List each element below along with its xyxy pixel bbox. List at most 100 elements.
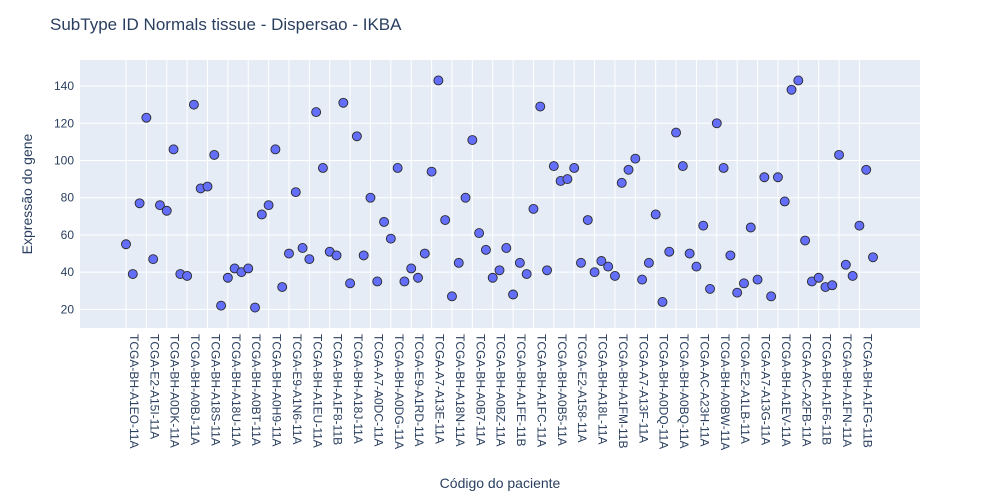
x-tick-label: TCGA-BH-A0H9-11A: [270, 334, 284, 446]
data-point: [345, 278, 356, 289]
data-points: [121, 75, 878, 313]
data-point: [603, 261, 614, 272]
data-point: [508, 289, 519, 300]
data-point: [358, 250, 369, 261]
x-axis-title: Código do paciente: [440, 475, 561, 491]
data-point: [277, 282, 288, 293]
data-point: [426, 166, 437, 177]
data-point: [759, 172, 770, 183]
x-tick-label: TCGA-BH-A0DK-11A: [168, 334, 182, 448]
data-point: [331, 250, 342, 261]
y-tick-label: 60: [61, 228, 75, 242]
data-point: [487, 272, 498, 283]
data-point: [256, 209, 267, 220]
data-point: [474, 228, 485, 239]
data-point: [385, 233, 396, 244]
data-point: [868, 252, 878, 263]
data-point: [514, 257, 525, 268]
y-tick-label: 120: [54, 116, 74, 130]
data-point: [141, 112, 152, 123]
data-point: [501, 243, 512, 253]
x-tick-label: TCGA-BH-A18S-11A: [208, 334, 222, 446]
data-point: [250, 302, 260, 313]
x-tick-label: TCGA-BH-A1F8-11B: [331, 334, 345, 445]
data-point: [772, 172, 783, 183]
data-point: [834, 149, 844, 160]
data-point: [705, 283, 715, 294]
x-axis-ticks: TCGA-BH-A1EO-11A TCGA-E2-A15I-11A TCGA-BH-…: [127, 334, 874, 450]
x-tick-label: TCGA-A7-A13G-11A: [759, 334, 773, 445]
data-point: [284, 248, 294, 259]
x-tick-label: TCGA-BH-A0BQ-11A: [677, 334, 691, 448]
data-point: [304, 254, 315, 265]
x-tick-label: TCGA-BH-A18J-11A: [351, 334, 365, 444]
x-tick-label: TCGA-BH-A1FC-11A: [534, 334, 548, 447]
data-point: [243, 263, 254, 274]
data-point: [745, 222, 756, 233]
data-point: [786, 84, 797, 95]
data-point: [827, 280, 838, 291]
data-point: [684, 248, 695, 259]
x-tick-label: TCGA-BH-A0DQ-11A: [657, 334, 671, 449]
x-tick-label: TCGA-AC-A2FB-11A: [799, 334, 813, 446]
data-point: [711, 118, 722, 129]
x-tick-label: TCGA-BH-A1FG-11B: [860, 334, 874, 448]
data-point: [419, 248, 430, 259]
data-point: [440, 215, 451, 226]
data-point: [161, 205, 172, 216]
data-point: [317, 162, 328, 173]
data-point: [406, 263, 417, 274]
data-point: [290, 187, 301, 198]
data-point: [800, 235, 811, 246]
data-point: [698, 220, 709, 231]
data-point: [453, 257, 464, 268]
data-point: [311, 107, 322, 118]
data-point: [263, 200, 274, 211]
data-point: [576, 257, 586, 268]
x-tick-label: TCGA-BH-A18L-11A: [596, 334, 610, 444]
x-tick-label: TCGA-BH-A0B7-11A: [473, 334, 487, 446]
x-tick-label: TCGA-BH-A0B5-11A: [555, 334, 569, 446]
data-point: [569, 162, 580, 173]
data-point: [480, 244, 491, 255]
plot-area: [80, 60, 920, 328]
data-point: [542, 265, 552, 276]
x-tick-label: TCGA-BH-A1FN-11A: [840, 334, 854, 447]
data-point: [155, 200, 165, 211]
data-point: [793, 75, 804, 86]
data-point: [623, 164, 634, 175]
data-point: [725, 250, 736, 261]
x-tick-label: TCGA-BH-A18N-11A: [453, 334, 467, 446]
data-point: [351, 131, 362, 142]
data-point: [127, 269, 138, 279]
y-tick-label: 80: [61, 191, 75, 205]
data-point: [732, 287, 743, 298]
x-tick-label: TCGA-BH-A0BW-11A: [718, 334, 732, 450]
data-point: [766, 291, 777, 302]
data-point: [779, 196, 790, 207]
chart-title: SubType ID Normals tissue - Dispersao - …: [50, 15, 402, 34]
data-point: [460, 192, 471, 203]
x-tick-label: TCGA-BH-A1FE-11B: [514, 334, 528, 446]
x-tick-label: TCGA-A7-A0DC-11A: [371, 334, 385, 446]
data-point: [494, 265, 505, 276]
data-point: [121, 239, 131, 250]
data-point: [637, 274, 648, 285]
data-point: [379, 216, 390, 227]
data-point: [528, 203, 539, 214]
data-point: [182, 270, 193, 281]
data-point: [657, 296, 668, 307]
x-tick-label: TCGA-BH-A1F6-11B: [820, 334, 834, 445]
data-point: [582, 215, 593, 226]
x-tick-label: TCGA-E2-A1LB-11A: [738, 334, 752, 444]
data-point: [270, 144, 281, 155]
data-point: [643, 257, 654, 268]
x-tick-label: TCGA-E9-A1RD-11A: [412, 334, 426, 446]
x-tick-label: TCGA-BH-A1EO-11A: [127, 334, 141, 448]
data-point: [297, 243, 308, 253]
data-point: [609, 270, 620, 281]
x-tick-label: TCGA-BH-A1EU-11A: [310, 334, 324, 448]
data-point: [671, 127, 682, 138]
x-tick-label: TCGA-BH-A0BT-11A: [249, 334, 263, 446]
